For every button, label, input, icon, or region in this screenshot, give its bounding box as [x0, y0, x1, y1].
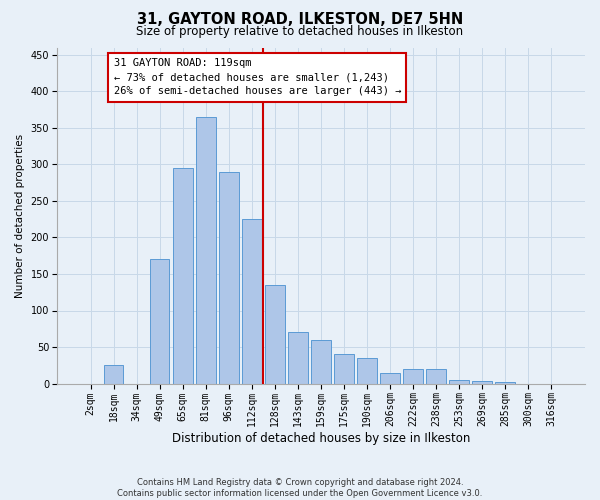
- Bar: [357, 358, 377, 384]
- Bar: [265, 285, 284, 384]
- Bar: [196, 117, 215, 384]
- Text: 31, GAYTON ROAD, ILKESTON, DE7 5HN: 31, GAYTON ROAD, ILKESTON, DE7 5HN: [137, 12, 463, 28]
- Bar: [426, 369, 446, 384]
- Bar: [403, 369, 423, 384]
- Bar: [472, 382, 492, 384]
- Y-axis label: Number of detached properties: Number of detached properties: [15, 134, 25, 298]
- Text: Size of property relative to detached houses in Ilkeston: Size of property relative to detached ho…: [136, 25, 464, 38]
- Text: Contains HM Land Registry data © Crown copyright and database right 2024.
Contai: Contains HM Land Registry data © Crown c…: [118, 478, 482, 498]
- Bar: [449, 380, 469, 384]
- Bar: [334, 354, 354, 384]
- Bar: [242, 219, 262, 384]
- X-axis label: Distribution of detached houses by size in Ilkeston: Distribution of detached houses by size …: [172, 432, 470, 445]
- Bar: [219, 172, 239, 384]
- Bar: [104, 366, 124, 384]
- Bar: [150, 260, 169, 384]
- Bar: [380, 372, 400, 384]
- Bar: [311, 340, 331, 384]
- Bar: [173, 168, 193, 384]
- Text: 31 GAYTON ROAD: 119sqm
← 73% of detached houses are smaller (1,243)
26% of semi-: 31 GAYTON ROAD: 119sqm ← 73% of detached…: [113, 58, 401, 96]
- Bar: [288, 332, 308, 384]
- Bar: [496, 382, 515, 384]
